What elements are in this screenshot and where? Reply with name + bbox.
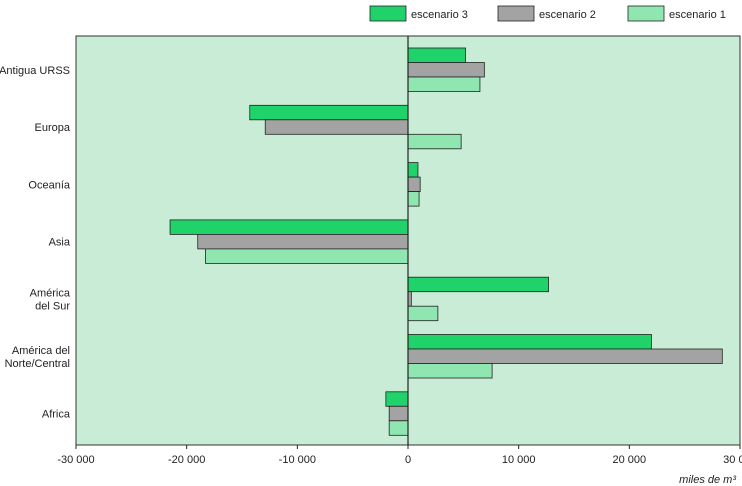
bar bbox=[407, 191, 420, 207]
bar bbox=[388, 420, 409, 436]
bar bbox=[407, 348, 723, 364]
bar bbox=[385, 391, 409, 407]
bar bbox=[264, 119, 409, 135]
x-tick-label: -20 000 bbox=[168, 454, 205, 466]
bar bbox=[249, 104, 409, 121]
x-tick-label: 0 bbox=[405, 454, 411, 466]
category-label: Europa bbox=[35, 122, 71, 134]
bar bbox=[407, 334, 652, 350]
legend-swatch bbox=[497, 5, 535, 22]
bar bbox=[205, 248, 409, 264]
category-label: Asia bbox=[49, 237, 71, 249]
bar bbox=[407, 133, 462, 150]
bar bbox=[407, 76, 481, 92]
x-tick-label: -10 000 bbox=[279, 454, 316, 466]
legend-label: escenario 1 bbox=[669, 9, 726, 21]
legend-swatch bbox=[369, 5, 407, 22]
bar bbox=[407, 62, 485, 78]
unit-label: miles de m³ bbox=[679, 474, 736, 486]
category-label: Africa bbox=[42, 409, 71, 421]
category-label: Norte/Central bbox=[5, 358, 70, 370]
category-label: del Sur bbox=[35, 300, 70, 312]
bar bbox=[388, 405, 409, 422]
category-label: América bbox=[30, 287, 71, 299]
bar bbox=[169, 219, 409, 235]
legend-swatch bbox=[627, 5, 665, 22]
bar bbox=[407, 176, 421, 193]
bar bbox=[197, 233, 409, 250]
category-label: Antigua URSS bbox=[0, 65, 70, 77]
bar bbox=[407, 47, 466, 63]
bar bbox=[407, 363, 493, 379]
category-label: Oceanía bbox=[28, 179, 70, 191]
category-label: América del bbox=[12, 345, 70, 357]
x-tick-label: -30 000 bbox=[57, 454, 94, 466]
bar bbox=[407, 305, 439, 322]
bar bbox=[407, 276, 549, 293]
legend-label: escenario 3 bbox=[411, 9, 468, 21]
x-tick-label: 10 000 bbox=[502, 454, 536, 466]
x-tick-label: 30 000 bbox=[723, 454, 742, 466]
legend-label: escenario 2 bbox=[539, 9, 596, 21]
x-tick-label: 20 000 bbox=[613, 454, 647, 466]
bar bbox=[407, 162, 419, 178]
